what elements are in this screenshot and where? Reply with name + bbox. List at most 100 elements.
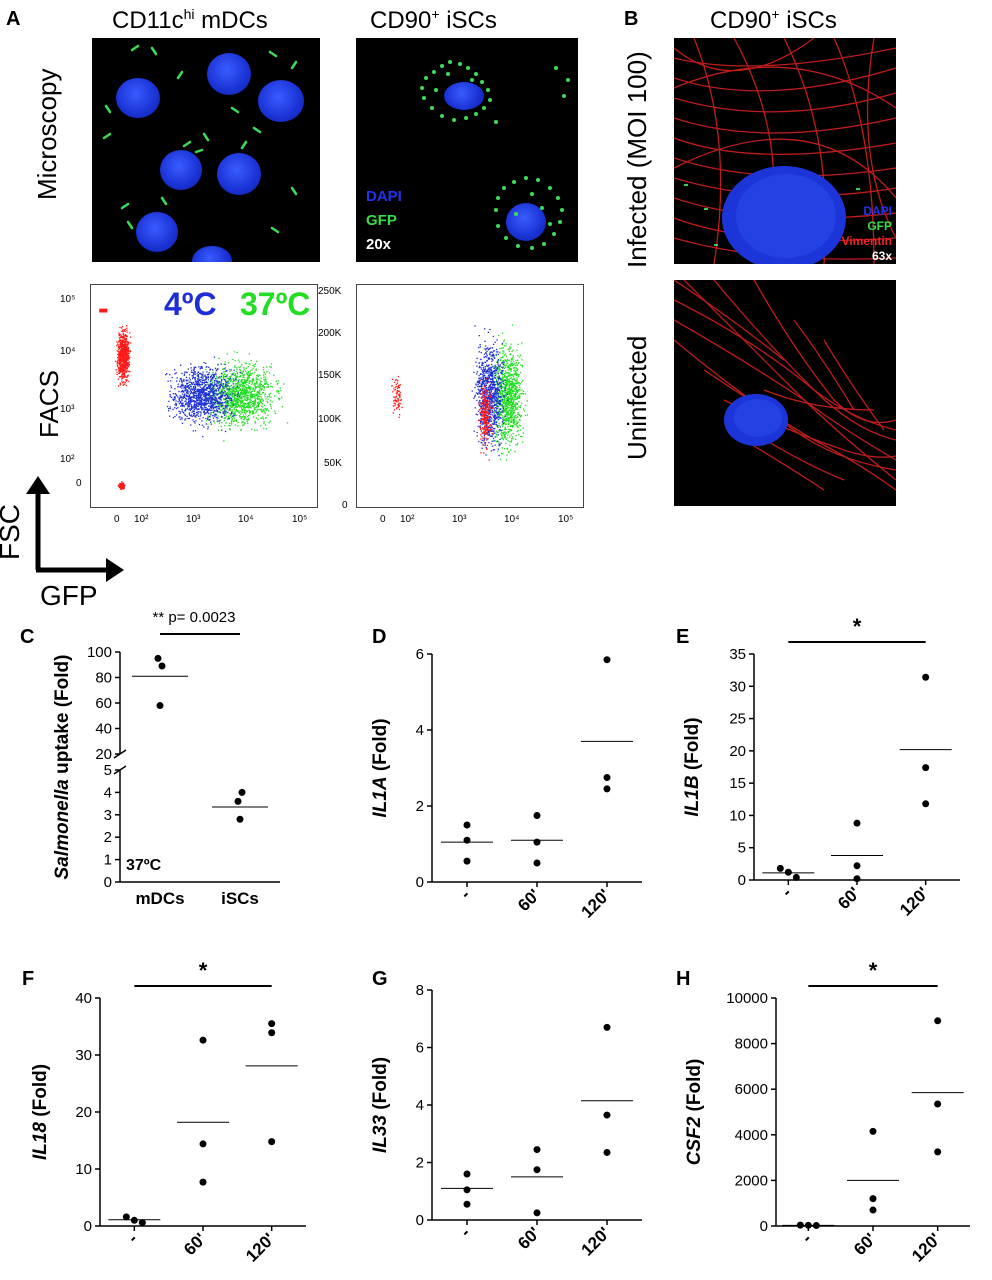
facs-cloud xyxy=(117,481,126,490)
facs-cloud xyxy=(115,325,132,387)
chart-c: 20 40 60 80 100 0 1 2 3 4 5 mDCs iSCs 37ºC ** p= 0.002… xyxy=(52,609,280,908)
legend-magnification: 20x xyxy=(366,236,392,253)
data-point xyxy=(853,862,861,870)
facs2-xtick-1e3: 10³ xyxy=(452,514,467,525)
significance-star: * xyxy=(853,616,862,639)
y-tick-label: 4 xyxy=(416,1097,424,1114)
facs2-xtick-1e4: 10⁴ xyxy=(504,514,520,525)
data-point xyxy=(776,864,784,872)
y-tick-label: 8 xyxy=(416,982,424,999)
facs-scatter-iscs xyxy=(391,324,528,461)
microscopy-image-infected: DAPI GFP Vimentin 63x xyxy=(674,38,896,264)
y-tick-label: 30 xyxy=(75,1047,92,1064)
data-point xyxy=(234,797,242,805)
y-axis-label: IL18 (Fold) xyxy=(30,1064,51,1160)
data-point xyxy=(463,857,471,865)
panel-letter-e: E xyxy=(676,626,690,648)
facs2-ytick-100k: 100K xyxy=(318,414,342,425)
y-tick-label: 100 xyxy=(87,644,112,661)
data-point xyxy=(922,800,930,808)
column-title-mdcs: CD11chi mDCs xyxy=(112,6,268,34)
legend-b-dapi: DAPI xyxy=(863,204,892,218)
facs2-ytick-50k: 50K xyxy=(324,458,342,469)
facs2-ytick-200k: 200K xyxy=(318,328,342,339)
facs-legend-37c: 37ºC xyxy=(240,286,311,322)
y-tick-label: 10 xyxy=(729,807,746,824)
chart-f: 0 10 20 30 40 - 60' 120' IL18 (Fold) * xyxy=(30,960,306,1266)
y-tick-label: 0 xyxy=(760,1218,768,1235)
y-tick-label: 4000 xyxy=(735,1127,768,1144)
y-tick-label: 60 xyxy=(95,695,112,712)
data-point xyxy=(603,1023,611,1031)
data-point xyxy=(934,1148,942,1156)
y-axis-label: Salmonella uptake (Fold) xyxy=(52,655,73,880)
chart-h: 0 2000 4000 6000 8000 10000 - 60' 120' CSF2 (Fold… xyxy=(684,960,970,1266)
legend-b-gfp: GFP xyxy=(867,219,892,233)
y-tick-label: 0 xyxy=(104,874,112,891)
y-tick-label: 4 xyxy=(416,722,424,739)
y-tick-label: 15 xyxy=(729,775,746,792)
data-point xyxy=(533,838,541,846)
facs1-xtick-1e2: 10² xyxy=(134,514,149,525)
panel-letter-b: B xyxy=(624,8,639,30)
facs-legend-minus: - xyxy=(98,290,109,326)
y-tick-label: 1 xyxy=(104,852,112,869)
temperature-annotation: 37ºC xyxy=(126,857,162,874)
y-tick-label: 2000 xyxy=(735,1172,768,1189)
data-point xyxy=(533,1146,541,1154)
y-axis-label: IL33 (Fold) xyxy=(370,1057,391,1153)
y-axis-label: IL1B (Fold) xyxy=(682,717,703,816)
facs2-xtick-1e5: 10⁵ xyxy=(558,514,574,525)
facs-plot-area-iscs xyxy=(356,284,584,508)
y-tick-label: 40 xyxy=(95,721,112,738)
chart-g: 0 2 4 6 8 - 60' 120' IL33 (Fold) xyxy=(370,982,642,1260)
y-tick-label: 3 xyxy=(104,807,112,824)
panel-letter-c: C xyxy=(20,626,35,648)
y-tick-label: 6000 xyxy=(735,1081,768,1098)
x-tick-label: - xyxy=(124,1229,141,1246)
x-tick-label: 60' xyxy=(514,885,544,915)
data-point xyxy=(236,815,244,823)
y-tick-label: 8000 xyxy=(735,1036,768,1053)
facs1-xtick-0: 0 xyxy=(114,514,120,525)
axis-label-fsc: FSC xyxy=(0,504,25,560)
legend-gfp: GFP xyxy=(366,212,397,229)
x-tick-label: 120' xyxy=(896,883,932,919)
data-point xyxy=(268,1020,276,1028)
facs-cloud xyxy=(478,377,494,461)
data-point xyxy=(199,1140,207,1148)
facs1-ytick-1e5: 10⁵ xyxy=(60,294,76,305)
y-tick-label: 0 xyxy=(84,1218,92,1235)
data-point xyxy=(869,1195,877,1203)
microscopy-image-uninfected xyxy=(674,280,896,506)
chart-e: 0 5 10 15 20 25 30 35 - 60' 120' IL1B (Fold) * xyxy=(682,616,960,920)
data-point xyxy=(158,662,166,670)
facs-legend-4c: 4ºC xyxy=(164,286,217,322)
data-point xyxy=(603,785,611,793)
data-point xyxy=(922,764,930,772)
x-tick-label: 120' xyxy=(908,1229,944,1265)
data-point xyxy=(268,1138,276,1146)
data-point xyxy=(869,1206,877,1214)
facs1-ytick-1e3: 10³ xyxy=(60,404,75,415)
y-tick-label: 0 xyxy=(416,874,424,891)
data-point xyxy=(922,673,930,681)
column-title-iscs-b: CD90+ iSCs xyxy=(710,6,837,34)
data-point xyxy=(130,1216,138,1224)
panel-letter-g: G xyxy=(372,968,388,990)
legend-dapi: DAPI xyxy=(366,188,402,205)
data-point xyxy=(238,788,246,796)
significance-label: ** p= 0.0023 xyxy=(153,609,236,626)
facs1-ytick-0: 0 xyxy=(76,478,82,489)
facs-cloud xyxy=(391,375,403,418)
chart-d: 0 2 4 6 - 60' 120' IL1A (Fold) xyxy=(370,646,642,922)
y-tick-label: 2 xyxy=(104,829,112,846)
data-point xyxy=(603,1148,611,1156)
data-point xyxy=(784,868,792,876)
x-tick-label: - xyxy=(456,1223,473,1240)
facs1-xtick-1e5: 10⁵ xyxy=(292,514,308,525)
y-tick-label: 10 xyxy=(75,1161,92,1178)
x-tick-label: iSCs xyxy=(221,889,259,908)
y-tick-label: 0 xyxy=(416,1212,424,1229)
facs-plot-iscs: 250K 200K 150K 100K 50K 0 0 10² 10³ 10⁴ … xyxy=(316,282,586,534)
